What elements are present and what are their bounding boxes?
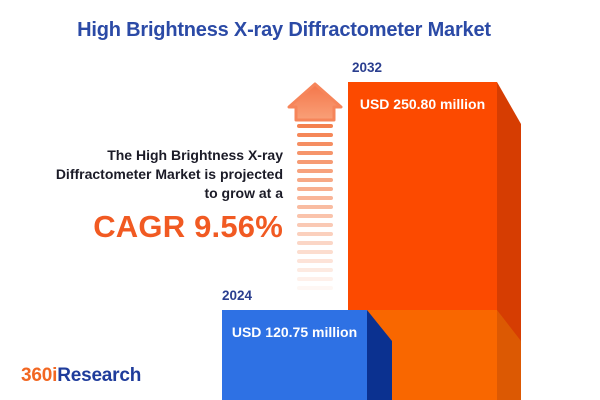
bar-year-label-2024: 2024 bbox=[222, 288, 253, 303]
brand-logo-suffix: Research bbox=[57, 365, 142, 386]
trail-dash bbox=[297, 259, 333, 263]
trail-dash bbox=[297, 196, 333, 200]
brand-logo-prefix: 360i bbox=[21, 365, 58, 386]
bar-year-label-2032: 2032 bbox=[352, 60, 383, 75]
trail-dash bbox=[297, 250, 333, 254]
growth-arrow-icon bbox=[287, 82, 343, 122]
trail-dash bbox=[297, 277, 333, 281]
trail-dash bbox=[297, 223, 333, 227]
trail-dash bbox=[297, 124, 333, 128]
trail-dash bbox=[297, 142, 333, 146]
trail-dash bbox=[297, 214, 333, 218]
bar-value-label-2032: USD 250.80 million bbox=[359, 96, 486, 112]
growth-arrow-trail bbox=[297, 124, 333, 295]
trail-dash bbox=[297, 160, 333, 164]
cagr-value: CAGR 9.56% bbox=[93, 209, 283, 244]
trail-dash bbox=[297, 187, 333, 191]
projection-line-3: to grow at a bbox=[204, 185, 283, 201]
trail-dash bbox=[297, 232, 333, 236]
brand-logo: 360iResearch bbox=[21, 366, 141, 385]
trail-dash bbox=[297, 151, 333, 155]
bar-value-label-2024: USD 120.75 million bbox=[231, 324, 358, 340]
arrow-head-shape bbox=[287, 82, 343, 122]
trail-dash bbox=[297, 169, 333, 173]
bar-2024-side-face bbox=[367, 310, 392, 400]
trail-dash bbox=[297, 241, 333, 245]
trail-dash bbox=[297, 178, 333, 182]
projection-line-2: Diffractometer Market is projected bbox=[55, 166, 283, 182]
trail-dash bbox=[297, 133, 333, 137]
page-title: High Brightness X-ray Diffractometer Mar… bbox=[77, 19, 491, 41]
projection-text-block: The High Brightness X-ray Diffractometer… bbox=[40, 146, 283, 245]
trail-dash bbox=[297, 268, 333, 272]
projection-line-1: The High Brightness X-ray bbox=[107, 147, 283, 163]
bar-2024-front-face bbox=[222, 310, 367, 400]
trail-dash bbox=[297, 286, 333, 290]
base-block-side-face bbox=[497, 310, 521, 400]
trail-dash bbox=[297, 205, 333, 209]
